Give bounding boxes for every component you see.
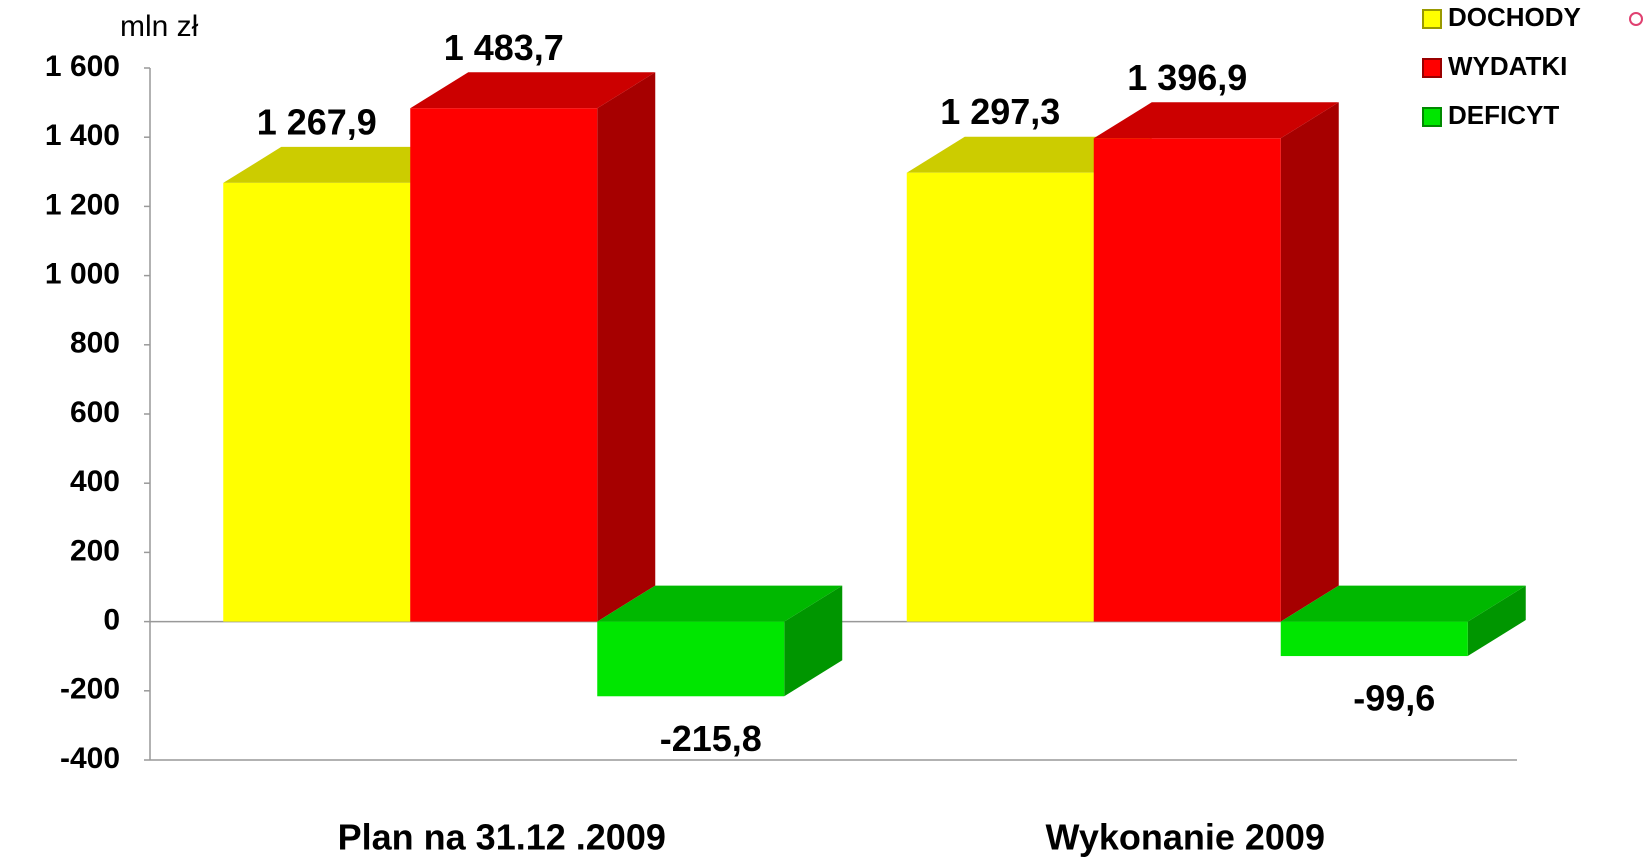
legend-label: WYDATKI <box>1448 51 1567 81</box>
bar-top <box>410 72 656 109</box>
legend-swatch <box>1422 9 1442 29</box>
value-label: 1 267,9 <box>257 101 377 142</box>
y-tick-label: 400 <box>70 465 120 498</box>
y-tick-label: -200 <box>60 673 120 706</box>
y-tick-label: 1 600 <box>45 50 120 83</box>
bar-top <box>1280 585 1526 622</box>
bar <box>1093 138 1281 622</box>
value-label: -215,8 <box>660 718 762 759</box>
bar-top <box>597 585 843 622</box>
y-axis-label: mln zł <box>120 10 199 43</box>
bar-top <box>906 136 1152 173</box>
bar <box>410 108 598 622</box>
y-tick-label: -400 <box>60 742 120 775</box>
x-tick-label: Wykonanie 2009 <box>1046 817 1325 858</box>
bar-top <box>223 146 469 183</box>
bar <box>906 172 1094 622</box>
bar-side <box>784 585 843 697</box>
legend-label: DEFICYT <box>1448 100 1559 130</box>
value-label: 1 483,7 <box>444 27 564 68</box>
value-label: 1 396,9 <box>1127 57 1247 98</box>
y-tick-label: 1 400 <box>45 119 120 152</box>
bar-top <box>1093 102 1339 139</box>
legend-label: DOCHODY <box>1448 2 1581 32</box>
legend-swatch <box>1422 58 1442 78</box>
y-tick-label: 200 <box>70 534 120 567</box>
bar <box>597 621 785 697</box>
bar <box>223 182 411 622</box>
bar-side <box>1467 585 1526 657</box>
y-tick-label: 1 000 <box>45 258 120 291</box>
x-tick-label: Plan na 31.12 .2009 <box>338 817 666 858</box>
y-tick-label: 600 <box>70 396 120 429</box>
legend-swatch <box>1422 107 1442 127</box>
value-label: 1 297,3 <box>940 91 1060 132</box>
y-tick-label: 0 <box>103 604 120 637</box>
legend-marker <box>1629 12 1643 26</box>
y-tick-label: 800 <box>70 327 120 360</box>
value-label: -99,6 <box>1353 678 1435 719</box>
bar-side <box>1280 102 1339 622</box>
y-tick-label: 1 200 <box>45 188 120 221</box>
bar <box>1280 621 1468 657</box>
bar-side <box>597 72 656 622</box>
